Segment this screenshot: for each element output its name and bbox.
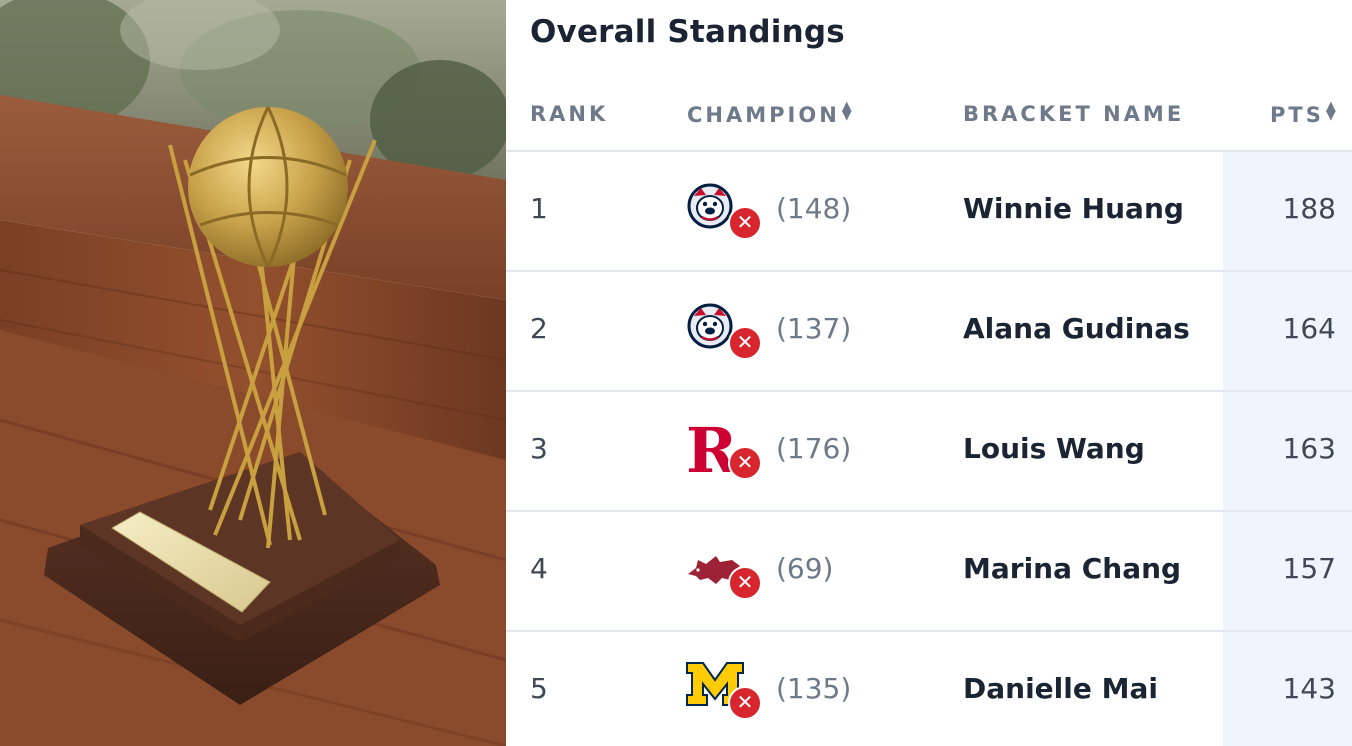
divider [506,270,1352,272]
pts-column-highlight [1223,152,1352,746]
champion-cell: R ✕ [686,422,764,484]
bracket-name[interactable]: Danielle Mai [963,672,1158,705]
eliminated-x-icon: ✕ [728,566,762,600]
trophy-photo-image [0,0,506,746]
pts-cell: 143 [1282,672,1336,705]
bracket-name[interactable]: Alana Gudinas [963,312,1190,345]
table-row[interactable]: 4 ✕ (69) Marina Chang 157 [506,512,1352,632]
pts-cell: 188 [1282,192,1336,225]
pts-cell: 157 [1282,552,1336,585]
bracket-name[interactable]: Louis Wang [963,432,1145,465]
champion-score: (148) [776,192,852,225]
pts-cell: 163 [1282,432,1336,465]
rank-cell: 3 [530,432,548,465]
champion-score: (135) [776,672,852,705]
eliminated-x-icon: ✕ [728,326,762,360]
eliminated-x-icon: ✕ [728,446,762,480]
trophy-photo [0,0,506,746]
table-row[interactable]: 1 ✕ (148) Winnie Huang 188 [506,152,1352,272]
champion-score: (176) [776,432,852,465]
column-header-champion[interactable]: CHAMPION ▲ ▼ [687,99,852,127]
column-header-champion-label: CHAMPION [687,103,840,127]
rank-cell: 4 [530,552,548,585]
gonzaga-bulldog-logo-icon [687,183,733,229]
standings-panel: Overall Standings RANK CHAMPION ▲ ▼ BRACKE… [506,0,1352,746]
table-row[interactable]: 5 ✕ (135) Danielle Mai 143 [506,632,1352,746]
eliminated-x-icon: ✕ [728,206,762,240]
rank-cell: 5 [530,672,548,705]
gonzaga-bulldog-logo-icon [687,303,733,349]
column-header-rank: RANK [530,102,609,126]
divider [506,630,1352,632]
bracket-name[interactable]: Marina Chang [963,552,1182,585]
divider [506,510,1352,512]
rank-cell: 2 [530,312,548,345]
eliminated-x-icon: ✕ [728,686,762,720]
divider [506,150,1352,152]
rank-cell: 1 [530,192,548,225]
column-header-pts-label: PTS [1270,103,1324,127]
table-header: RANK CHAMPION ▲ ▼ BRACKET NAME PTS ▲ ▼ [506,86,1352,150]
champion-cell: ✕ [686,542,764,604]
page-title: Overall Standings [530,14,845,50]
champion-score: (137) [776,312,852,345]
sort-icon[interactable]: ▲ ▼ [841,99,852,123]
table-row[interactable]: 3 R ✕ (176) Louis Wang 163 [506,392,1352,512]
champion-score: (69) [776,552,834,585]
column-header-bracket-name: BRACKET NAME [963,102,1185,126]
champion-cell: ✕ [686,302,764,364]
sort-icon[interactable]: ▲ ▼ [1325,99,1336,123]
champion-cell: ✕ [686,182,764,244]
column-header-pts[interactable]: PTS ▲ ▼ [1270,99,1336,127]
pts-cell: 164 [1282,312,1336,345]
divider [506,390,1352,392]
arkansas-razorback-logo-icon [688,556,740,584]
table-row[interactable]: 2 ✕ (137) Alana Gudinas 164 [506,272,1352,392]
champion-cell: ✕ [686,662,764,724]
bracket-name[interactable]: Winnie Huang [963,192,1184,225]
